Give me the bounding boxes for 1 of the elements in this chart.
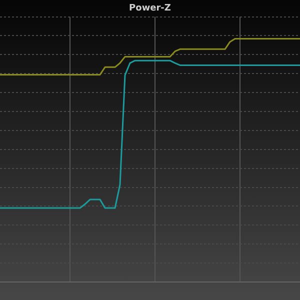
chart-title: Power-Z bbox=[129, 4, 172, 14]
